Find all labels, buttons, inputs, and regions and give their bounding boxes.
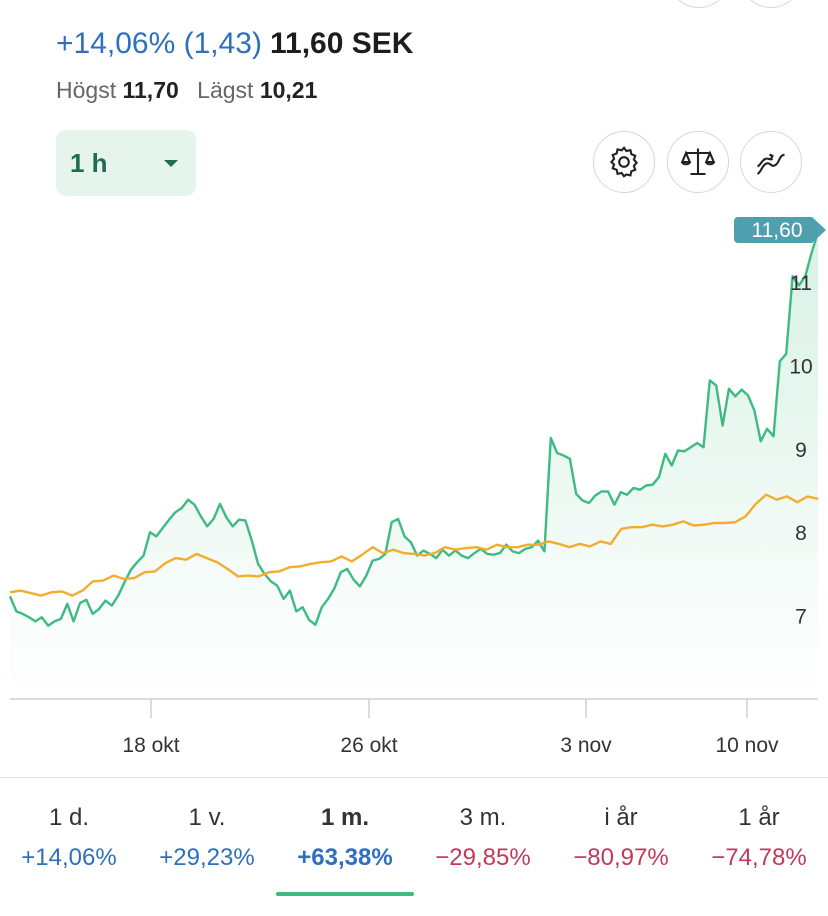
series-line-0 (8, 231, 820, 627)
high-low: Högst 11,70 Lägst 10,21 (56, 77, 329, 104)
x-tick-label: 26 okt (340, 734, 397, 757)
period-label: i år (604, 804, 638, 831)
indicators-icon (756, 153, 785, 175)
period-change: +29,23% (159, 844, 255, 871)
y-tick-label: 10 (789, 355, 812, 378)
x-tick-label: 18 okt (122, 734, 179, 757)
period-change: +14,06% (21, 844, 117, 871)
price-change: +14,06% (1,43) (56, 27, 262, 60)
period-ytd[interactable]: i år −80,97% (552, 778, 690, 898)
high-label: Högst (56, 77, 117, 103)
interval-select[interactable]: 1 h (56, 130, 196, 196)
low-label: Lägst (197, 77, 254, 103)
x-tick-label: 10 nov (715, 734, 779, 757)
series-line-1 (9, 493, 819, 597)
y-tick-label: 8 (795, 522, 807, 545)
y-tick-label: 9 (795, 439, 807, 462)
period-change: −29,85% (435, 844, 531, 871)
active-period-indicator (276, 892, 414, 896)
top-action-circle[interactable] (668, 0, 730, 8)
period-1w[interactable]: 1 v. +29,23% (138, 778, 276, 898)
interval-value: 1 h (70, 147, 108, 178)
y-tick-label: 11 (790, 272, 812, 295)
period-label: 3 m. (459, 804, 507, 831)
y-tick-label: 7 (795, 606, 807, 629)
period-1y[interactable]: 1 år −74,78% (690, 778, 828, 898)
compare-icon (680, 148, 716, 176)
period-change: +63,38% (297, 844, 393, 871)
period-3m[interactable]: 3 m. −29,85% (414, 778, 552, 898)
series-area-fill (10, 232, 818, 699)
period-label: 1 år (738, 804, 780, 831)
x-tick-label: 3 nov (560, 734, 612, 757)
price-chart[interactable]: 18 okt 26 okt 3 nov 10 nov 11 10 9 8 7 11,60 (0, 205, 828, 765)
top-action-circle[interactable] (740, 0, 802, 8)
last-value-label: 11,60 (752, 219, 803, 242)
period-label: 1 m. (320, 804, 370, 831)
settings-button[interactable] (593, 131, 655, 193)
compare-button[interactable] (667, 131, 729, 193)
current-price: 11,60 SEK (269, 27, 414, 60)
period-1m[interactable]: 1 m. +63,38% (276, 778, 414, 898)
period-1d[interactable]: 1 d. +14,06% (0, 778, 138, 898)
last-value-badge: 11,60 (734, 217, 826, 243)
period-label: 1 d. (48, 804, 90, 831)
chevron-down-icon (164, 160, 178, 167)
period-change: −80,97% (573, 844, 669, 871)
period-selector: 1 d. +14,06% 1 v. +29,23% 1 m. +63,38% 3… (0, 777, 828, 916)
high-value: 11,70 (122, 77, 179, 103)
settings-icon (609, 146, 638, 178)
period-label: 1 v. (188, 804, 226, 831)
low-value: 10,21 (259, 77, 318, 103)
period-change: −74,78% (711, 844, 807, 871)
price-line: +14,06% (1,43) 11,60 SEK (56, 26, 413, 62)
indicators-button[interactable] (740, 131, 802, 193)
